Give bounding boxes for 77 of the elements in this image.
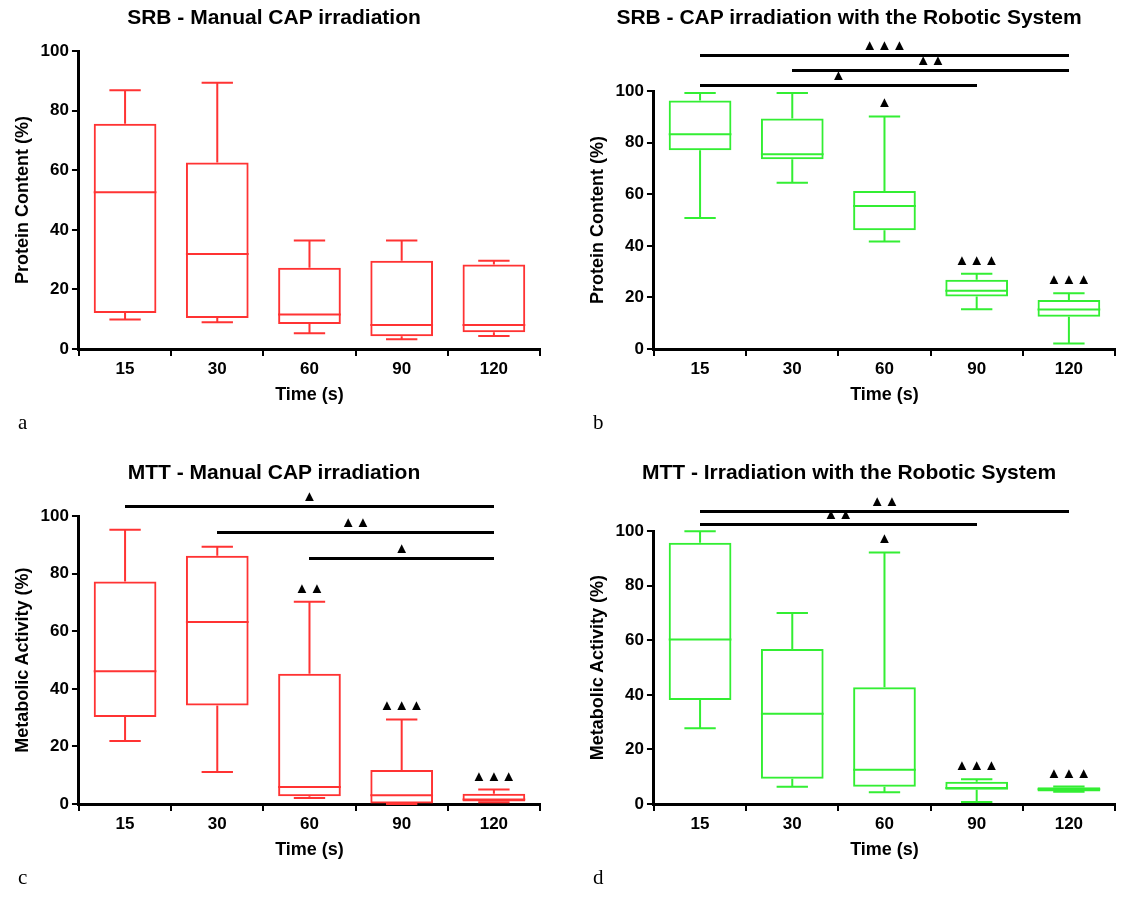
x-axis-title: Time (s) — [850, 384, 919, 405]
y-tick-label: 80 — [625, 132, 644, 152]
y-tick-label: 40 — [50, 219, 69, 239]
x-tick-label: 90 — [967, 358, 987, 378]
x-axis-title: Time (s) — [850, 839, 919, 860]
y-tick-label: 100 — [40, 40, 69, 60]
x-tick-label: 30 — [207, 813, 227, 833]
y-tick-label: 60 — [50, 160, 69, 180]
chart-title: MTT - Manual CAP irradiation — [127, 460, 421, 484]
significance-mark: ▲▲▲ — [1045, 764, 1093, 780]
significance-mark: ▲▲▲ — [953, 757, 1000, 773]
annotation: ▲▲ — [340, 512, 371, 530]
x-tick-label: 30 — [782, 813, 802, 833]
x-tick-label: 15 — [690, 358, 710, 378]
y-tick-label: 60 — [625, 184, 644, 204]
text: b — [593, 410, 604, 435]
x-axis-title: Time (s) — [275, 384, 344, 405]
x-tick-label: 120 — [1054, 358, 1084, 378]
y-tick-label: 100 — [615, 520, 644, 540]
x-tick-label: 120 — [479, 813, 509, 833]
y-axis-title: Metabolic Activity (%) — [586, 574, 607, 761]
x-tick-label: 120 — [1054, 813, 1084, 833]
x-tick-label: 60 — [300, 813, 319, 833]
significance-mark: ▲▲▲ — [953, 251, 1000, 267]
significance-bracket: ▲ — [125, 488, 494, 509]
significance-mark: ▲▲ — [293, 579, 326, 595]
significance-bracket: ▲ — [700, 67, 977, 88]
chart-title: SRB - CAP irradiation with the Robotic System — [616, 5, 1082, 29]
y-tick-label: 40 — [50, 678, 69, 698]
significance-mark: ▲▲▲ — [378, 697, 425, 713]
x-tick-label: 90 — [392, 358, 412, 378]
significance-mark: ▲ — [876, 530, 893, 546]
y-axis-title: Protein Content (%) — [586, 136, 607, 305]
y-tick-label: 80 — [625, 575, 644, 595]
y-tick-label: 0 — [634, 338, 644, 358]
x-tick-label: 60 — [300, 358, 319, 378]
y-tick-label: 60 — [50, 621, 69, 641]
y-tick-label: 20 — [625, 287, 644, 307]
text: c — [18, 865, 28, 890]
x-tick-label: 60 — [875, 813, 894, 833]
x-tick-label: 120 — [479, 358, 509, 378]
x-tick-label: 60 — [875, 358, 894, 378]
significance-bracket: ▲▲ — [217, 513, 494, 534]
y-tick-label: 20 — [625, 739, 644, 759]
y-tick-label: 40 — [625, 235, 644, 255]
y-tick-label: 80 — [50, 563, 69, 583]
x-tick-label: 30 — [207, 358, 227, 378]
y-tick-label: 40 — [625, 684, 644, 704]
significance-bracket: ▲▲▲ — [700, 37, 1069, 58]
y-axis-title: Metabolic Activity (%) — [11, 567, 32, 753]
text: a — [18, 410, 28, 435]
y-tick-label: 60 — [625, 630, 644, 650]
y-axis-title: Protein Content (%) — [11, 116, 32, 285]
annotation: ▲ — [394, 539, 410, 557]
y-tick-label: 0 — [634, 793, 644, 813]
significance-mark: ▲▲▲ — [470, 767, 518, 783]
y-tick-label: 20 — [50, 736, 69, 756]
x-tick-label: 30 — [782, 358, 802, 378]
y-tick-label: 100 — [615, 80, 644, 100]
x-tick-label: 15 — [115, 358, 135, 378]
chart-title: MTT - Irradiation with the Robotic System — [641, 460, 1057, 484]
significance-bracket: ▲▲ — [700, 493, 1069, 514]
significance-bracket: ▲ — [309, 540, 494, 561]
y-tick-label: 100 — [40, 505, 69, 525]
x-tick-label: 90 — [392, 813, 412, 833]
text: d — [593, 865, 604, 890]
x-tick-label: 90 — [967, 813, 987, 833]
y-tick-label: 20 — [50, 279, 69, 299]
x-axis-title: Time (s) — [275, 839, 344, 860]
chart-title: SRB - Manual CAP irradiation — [127, 5, 421, 29]
significance-mark: ▲ — [876, 94, 893, 110]
y-tick-label: 0 — [59, 338, 69, 358]
y-tick-label: 0 — [59, 793, 69, 813]
x-tick-label: 15 — [690, 813, 710, 833]
x-tick-label: 15 — [115, 813, 135, 833]
y-tick-label: 80 — [50, 100, 69, 120]
significance-mark: ▲▲▲ — [1045, 271, 1093, 287]
